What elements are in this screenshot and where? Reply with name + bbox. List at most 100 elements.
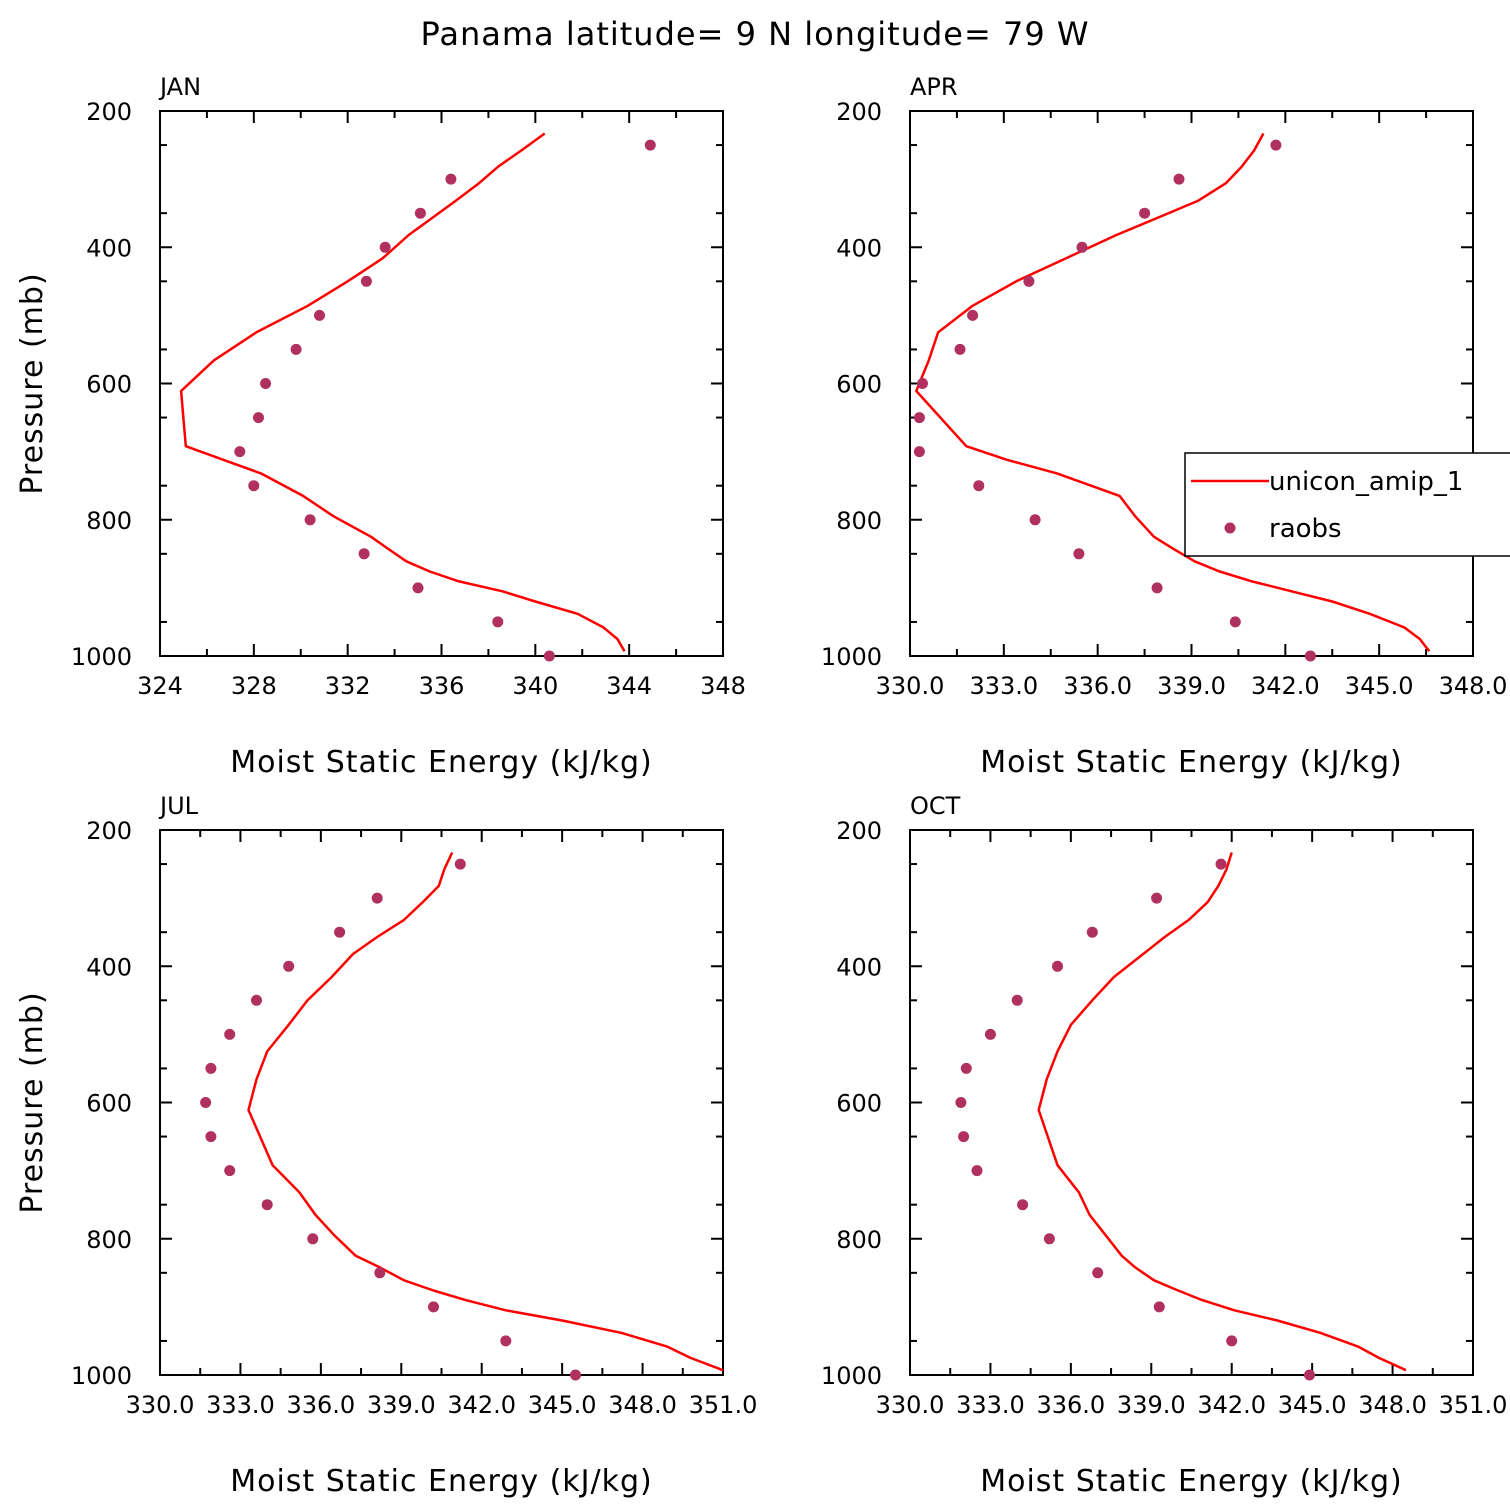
data-point-raobs	[967, 309, 979, 321]
x-tick-label: 336.0	[1063, 672, 1132, 700]
legend-label: raobs	[1269, 514, 1342, 544]
data-point-raobs	[1029, 514, 1041, 526]
y-tick-label: 200	[836, 98, 882, 126]
y-tick-label: 800	[86, 1226, 132, 1254]
y-tick-label: 600	[86, 1090, 132, 1118]
legend-box	[1184, 452, 1510, 557]
data-point-raobs	[1226, 1335, 1238, 1347]
plot-frame	[909, 829, 1474, 1376]
y-axis-title: Pressure (mb)	[15, 991, 50, 1213]
y-tick-label: 600	[836, 371, 882, 399]
x-tick-label: 339.0	[1117, 1391, 1186, 1419]
x-tick-label: 344	[606, 672, 652, 700]
data-point-raobs	[644, 139, 656, 151]
data-point-raobs	[200, 1097, 212, 1108]
data-point-raobs	[290, 343, 302, 355]
data-point-raobs	[1092, 1267, 1104, 1279]
x-tick-label: 342.0	[1251, 672, 1320, 700]
y-tick-label: 400	[86, 953, 132, 981]
series-line-unicon_amip_1	[247, 851, 724, 1372]
y-tick-label: 1000	[71, 643, 132, 671]
panel-label: OCT	[910, 792, 961, 820]
data-point-raobs	[234, 446, 246, 458]
data-point-raobs	[224, 1165, 236, 1177]
y-tick-label: 200	[86, 817, 132, 845]
data-point-raobs	[954, 343, 966, 355]
y-tick-label: 800	[836, 507, 882, 535]
x-tick-label: 328	[231, 672, 277, 700]
data-point-raobs	[1086, 926, 1098, 938]
data-point-raobs	[454, 858, 466, 870]
data-point-raobs	[224, 1028, 236, 1040]
x-axis-title: Moist Static Energy (kJ/kg)	[980, 1464, 1403, 1499]
y-tick-label: 600	[836, 1090, 882, 1118]
data-point-raobs	[960, 1062, 972, 1074]
data-point-raobs	[1151, 582, 1163, 594]
x-tick-label: 342.0	[447, 1391, 516, 1419]
x-tick-label: 342.0	[1197, 1391, 1266, 1419]
data-point-raobs	[984, 1028, 996, 1040]
data-point-raobs	[1173, 173, 1185, 185]
data-point-raobs	[958, 1131, 970, 1143]
data-point-raobs	[543, 650, 555, 662]
data-point-raobs	[205, 1131, 217, 1143]
data-point-raobs	[971, 1165, 983, 1177]
panel-oct: OCT 330.0 333.0 336.0 339.0 342.0 345.0 348.0 35…	[821, 792, 1507, 1499]
y-tick-label: 800	[86, 507, 132, 535]
legend-dot-swatch	[1224, 522, 1236, 534]
series-line-unicon_amip_1	[915, 132, 1431, 652]
panel-label: APR	[910, 73, 958, 101]
x-axis-title: Moist Static Energy (kJ/kg)	[230, 745, 653, 780]
data-point-raobs	[358, 548, 370, 560]
x-axis-title: Moist Static Energy (kJ/kg)	[980, 745, 1403, 780]
y-tick-label: 1000	[71, 1362, 132, 1390]
y-tick-label: 200	[86, 98, 132, 126]
data-point-raobs	[1304, 650, 1316, 662]
y-tick-label: 800	[836, 1226, 882, 1254]
x-tick-label: 336.0	[286, 1391, 355, 1419]
panels-container: JAN 324 328 332 336 340 344 348 200 400 600 800 1000…	[15, 73, 1510, 1499]
x-tick-label: 324	[137, 672, 183, 700]
data-point-raobs	[1270, 139, 1282, 151]
data-point-raobs	[428, 1301, 439, 1313]
data-point-raobs	[251, 994, 262, 1006]
data-point-raobs	[248, 480, 260, 492]
y-axis-title: Pressure (mb)	[15, 272, 50, 494]
data-point-raobs	[314, 309, 325, 321]
data-point-raobs	[917, 378, 928, 389]
series-line-unicon_amip_1	[179, 132, 626, 652]
data-point-raobs	[1151, 892, 1163, 904]
data-point-raobs	[371, 892, 383, 904]
data-point-raobs	[1073, 548, 1085, 560]
y-tick-label: 1000	[821, 1362, 882, 1390]
x-tick-label: 348.0	[1358, 1391, 1427, 1419]
data-point-raobs	[492, 616, 504, 628]
x-tick-label: 348	[700, 672, 746, 700]
x-tick-label: 330.0	[126, 1391, 195, 1419]
x-tick-label: 330.0	[876, 672, 945, 700]
plot-frame	[909, 110, 1474, 657]
legend-label: unicon_amip_1	[1269, 467, 1463, 497]
x-tick-label: 333.0	[969, 672, 1038, 700]
x-tick-label: 345.0	[1345, 672, 1414, 700]
x-tick-label: 340	[512, 672, 558, 700]
data-point-raobs	[205, 1062, 217, 1074]
data-point-raobs	[913, 412, 925, 424]
panel-label: JAN	[158, 73, 201, 101]
data-point-raobs	[1043, 1233, 1055, 1245]
data-point-raobs	[1011, 994, 1023, 1006]
x-tick-label: 339.0	[367, 1391, 436, 1419]
data-point-raobs	[973, 480, 985, 492]
data-point-raobs	[955, 1097, 967, 1108]
data-point-raobs	[1153, 1301, 1165, 1313]
data-point-raobs	[1304, 1369, 1315, 1381]
data-point-raobs	[412, 582, 424, 594]
data-point-raobs	[283, 960, 295, 972]
data-point-raobs	[445, 173, 457, 185]
y-tick-label: 200	[836, 817, 882, 845]
y-tick-label: 1000	[821, 643, 882, 671]
data-point-raobs	[253, 412, 264, 424]
data-point-raobs	[307, 1233, 319, 1245]
